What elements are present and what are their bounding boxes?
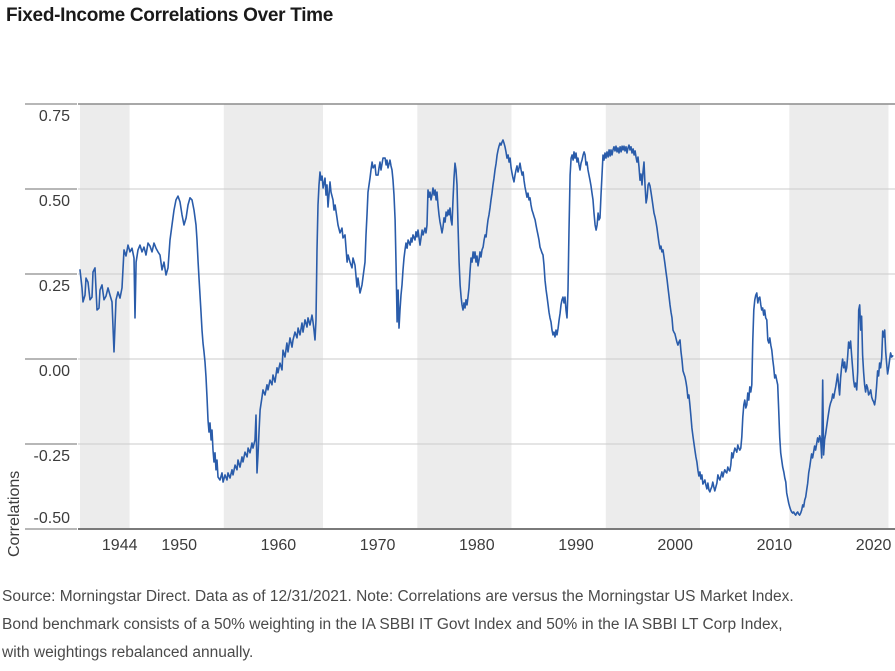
y-tick-label: 0.25 xyxy=(39,278,70,295)
y-tick-label: -0.25 xyxy=(34,448,71,465)
y-axis-title: Correlations xyxy=(6,471,23,557)
source-note-line-3: with weightings rebalanced annually. xyxy=(2,644,254,661)
decade-shading-bands xyxy=(80,104,889,529)
shaded-band xyxy=(80,104,130,529)
x-axis-tick-labels: 1944 1950 1960 1970 1980 1990 2000 2010 2020 xyxy=(102,537,892,554)
x-tick-label: 1980 xyxy=(459,537,495,554)
x-tick-label: 1950 xyxy=(161,537,197,554)
y-axis-tick-marks xyxy=(25,103,77,530)
chart-title: Fixed-Income Correlations Over Time xyxy=(6,5,334,26)
y-tick-label: -0.50 xyxy=(34,510,71,527)
x-tick-label: 1970 xyxy=(360,537,396,554)
y-tick-label: 0.50 xyxy=(39,193,70,210)
correlation-line xyxy=(79,139,894,516)
source-note-line-1: Source: Morningstar Direct. Data as of 1… xyxy=(2,588,794,605)
shaded-band xyxy=(223,104,323,529)
gridlines xyxy=(78,103,895,530)
source-note: Source: Morningstar Direct. Data as of 1… xyxy=(2,583,893,667)
y-tick-label: 0.75 xyxy=(39,108,70,125)
x-tick-label: 1990 xyxy=(558,537,594,554)
shaded-band xyxy=(605,104,700,529)
x-tick-label: 1944 xyxy=(102,537,138,554)
y-axis-tick-labels: 0.75 0.50 0.25 0.00 -0.25 -0.50 xyxy=(34,108,71,527)
shaded-band xyxy=(417,104,512,529)
y-tick-label: 0.00 xyxy=(39,363,70,380)
x-tick-label: 2020 xyxy=(856,537,892,554)
x-tick-label: 2000 xyxy=(657,537,693,554)
x-tick-label: 1960 xyxy=(261,537,297,554)
x-tick-label: 2010 xyxy=(757,537,793,554)
shaded-band xyxy=(789,104,889,529)
source-note-line-2: Bond benchmark consists of a 50% weighti… xyxy=(2,616,783,633)
